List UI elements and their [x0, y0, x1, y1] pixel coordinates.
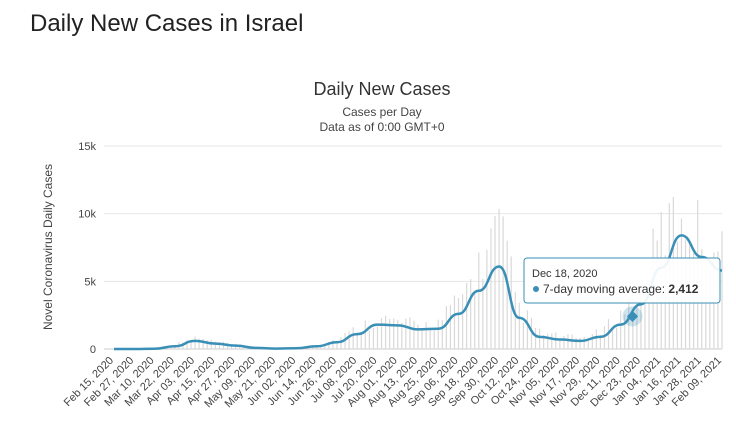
y-tick-layer: 0 5k 10k 15k — [78, 141, 96, 356]
y-tick-label: 5k — [84, 276, 96, 288]
chart-title: Daily New Cases — [313, 79, 450, 99]
tooltip-line: 7-day moving average: 2,412 — [543, 282, 699, 296]
y-tick-label: 15k — [78, 141, 96, 153]
tooltip: Dec 18, 2020 7-day moving average: 2,412 — [523, 257, 721, 304]
y-tick-label: 0 — [90, 344, 96, 356]
tooltip-value: 2,412 — [668, 282, 698, 296]
series-line — [114, 234, 723, 351]
tooltip-label: 7-day moving average: — [543, 282, 665, 296]
page-title: Daily New Cases in Israel — [30, 10, 304, 37]
tooltip-date: Dec 18, 2020 — [532, 268, 597, 280]
y-tick-label: 10k — [78, 209, 96, 221]
tooltip-box — [523, 257, 721, 304]
chart-subtitle: Cases per Day — [342, 105, 421, 119]
series-layer — [114, 234, 723, 351]
y-axis-label: Novel Coronavirus Daily Cases — [41, 164, 55, 330]
highlight-point[interactable] — [626, 310, 639, 323]
chart-subtitle-2: Data as of 0:00 GMT+0 — [319, 120, 444, 134]
tooltip-series-marker-icon — [533, 286, 539, 292]
